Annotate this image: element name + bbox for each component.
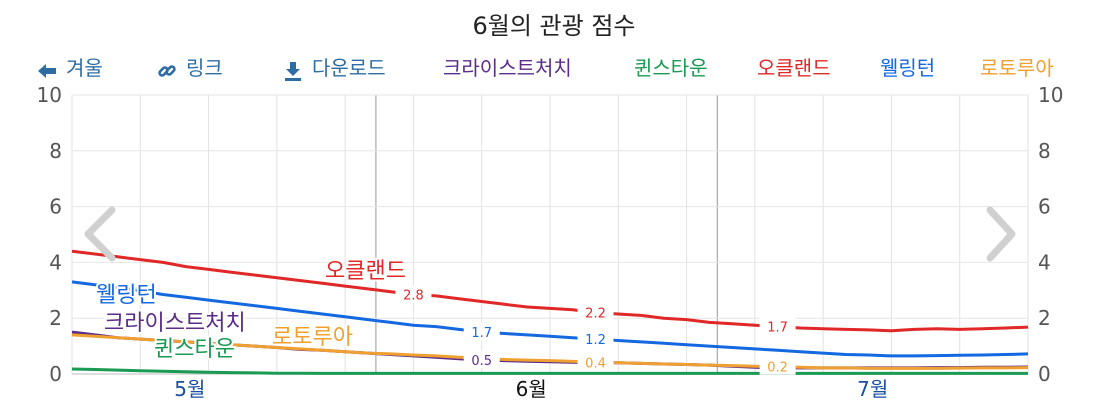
annotation-bg [577,303,614,321]
x-month-label: 7월 [857,377,888,401]
y-tick-label-right: 10 [1038,83,1063,107]
x-axis: 5월 6월 7월 [174,377,888,401]
annotation-bg [463,351,500,369]
y-tick-label-left: 2 [49,306,62,330]
x-month-label: 6월 [516,377,547,401]
download-button-label: 다운로드 [312,56,386,80]
annotation-bg [577,353,614,371]
toolbar: 겨울 링크 다운로드 크라이스트처치 퀸스타운 오클랜드 웰링턴 로토루아 [0,50,1108,86]
data-label-auckland: 1.7 [767,321,788,336]
y-tick-label-right: 2 [1038,306,1051,330]
data-annotations: 0.5 2.8 2.2 1.7 1.7 1.2 0.4 0.2 [395,285,796,376]
chevron-right-icon [986,206,1016,262]
annotation-bg [759,317,796,335]
chevron-left-icon [84,206,116,262]
legend-rotorua[interactable]: 로토루아 [980,50,1054,86]
legend-auckland[interactable]: 오클랜드 [757,50,831,86]
inline-label-christchurch: 크라이스트처치 [104,311,246,336]
annotation-bg [463,323,500,341]
x-month-label: 5월 [174,377,205,401]
link-icon [156,52,178,88]
inline-label-rotorua: 로토루아 [272,325,353,350]
y-tick-label-left: 6 [49,195,62,219]
data-label-wellington: 1.7 [471,326,492,341]
series-lines [71,249,1029,375]
download-icon [282,52,304,88]
inline-label-wellington: 웰링턴 [96,283,157,308]
annotation-bg [395,285,432,303]
link-button-label: 링크 [186,56,223,80]
back-button-label: 겨울 [66,56,103,80]
annotation-bg [759,357,796,375]
data-label-christchurch: 0.5 [471,354,492,369]
series-line-auckland [71,249,1029,333]
y-tick-label-left: 4 [49,250,62,274]
legend-queenstown[interactable]: 퀸스타운 [634,50,708,86]
chart-title: 6월의 관광 점수 [472,12,636,40]
y-tick-label-left: 10 [37,83,62,107]
series-line-wellington [71,280,1029,358]
series-line-rotorua [71,333,1029,370]
inline-label-auckland: 오클랜드 [325,259,406,284]
download-button[interactable]: 다운로드 [282,50,386,86]
legend-queenstown-label: 퀸스타운 [634,56,708,80]
y-tick-label-right: 0 [1038,362,1051,386]
legend-wellington-label: 웰링턴 [880,56,936,80]
y-tick-label-left: 8 [49,139,62,163]
y-axis-left: 0 2 4 6 8 10 [37,83,62,386]
legend-christchurch-label: 크라이스트처치 [443,56,572,80]
legend-wellington[interactable]: 웰링턴 [880,50,935,86]
data-label-auckland: 2.2 [585,307,606,322]
data-label-auckland: 2.8 [403,288,424,303]
y-tick-label-right: 6 [1038,195,1051,219]
inline-label-queenstown: 퀸스타운 [154,337,235,362]
back-button[interactable]: 겨울 [36,50,103,86]
data-label-wellington: 1.2 [585,333,606,348]
y-axis-right: 0 2 4 6 8 10 [1038,83,1063,386]
annotation-bg [577,330,614,348]
y-tick-label-left: 0 [49,362,62,386]
series-line-queenstown [71,367,1028,375]
link-button[interactable]: 링크 [156,50,223,86]
data-label-rotorua: 0.4 [585,356,606,371]
legend-auckland-label: 오클랜드 [757,56,831,80]
y-tick-label-right: 8 [1038,139,1051,163]
next-arrow[interactable] [986,206,1016,262]
y-tick-label-right: 4 [1038,250,1051,274]
prev-arrow[interactable] [84,206,116,262]
data-label-rotorua: 0.2 [767,361,788,376]
legend-christchurch[interactable]: 크라이스트처치 [443,50,572,86]
legend-rotorua-label: 로토루아 [980,56,1054,80]
arrow-left-icon [36,52,58,88]
